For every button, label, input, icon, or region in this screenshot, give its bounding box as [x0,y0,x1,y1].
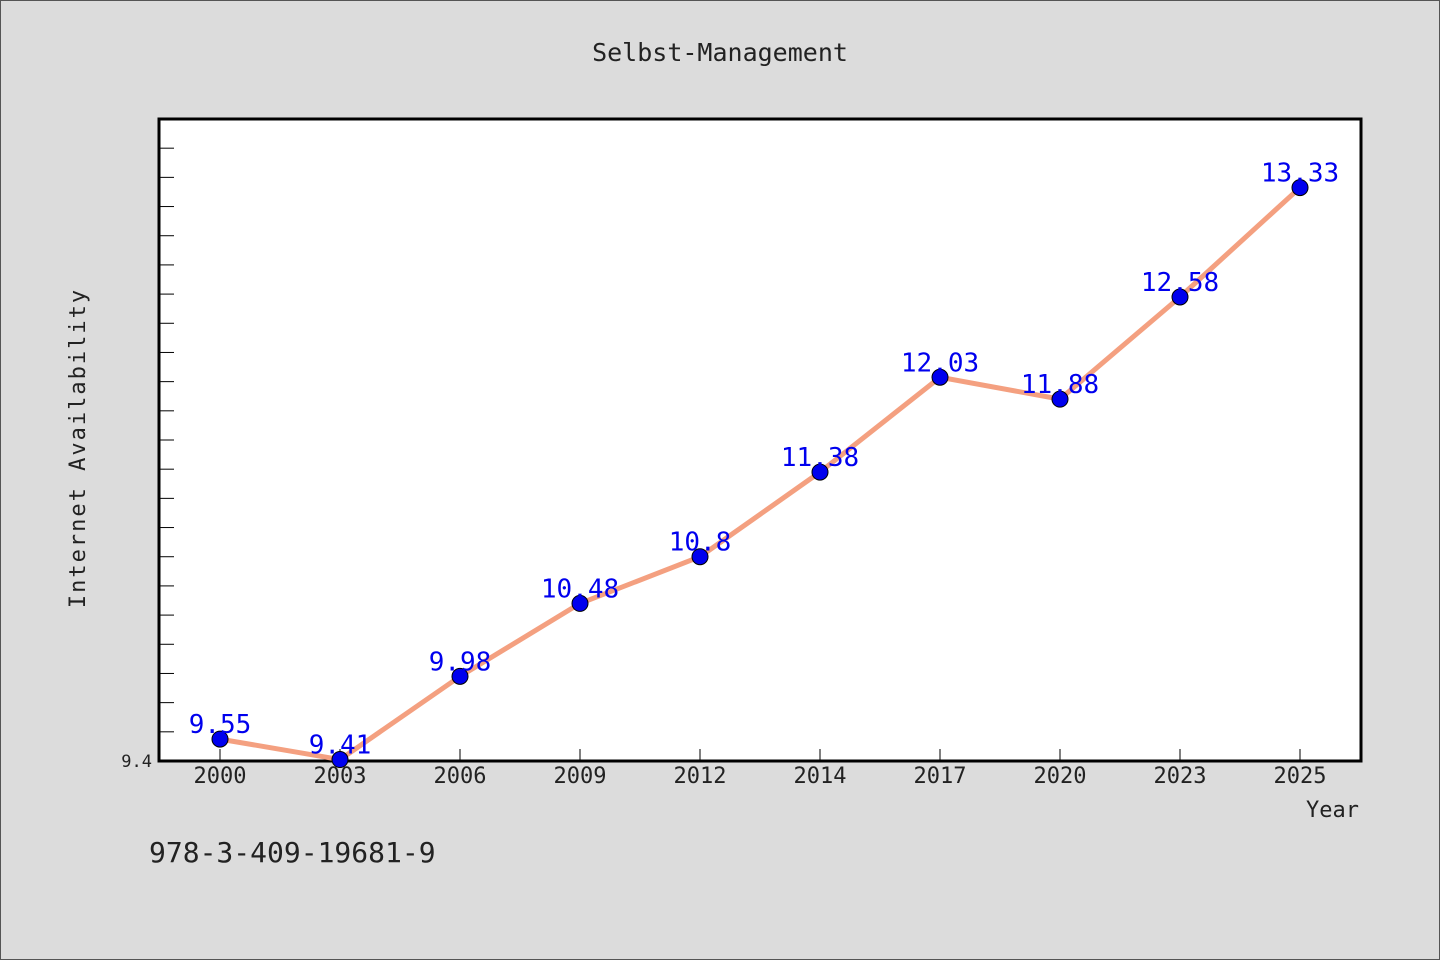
x-tick-label: 2017 [914,764,967,789]
x-axis-label: Year [1306,798,1359,823]
x-tick-label: 2012 [674,764,727,789]
data-markers [211,179,1309,769]
chart-title: Selbst-Management [592,38,848,67]
y-axis-ticks [159,118,174,762]
data-label: 11.38 [781,443,859,473]
data-label: 13.33 [1261,159,1339,189]
series-line [217,185,1303,763]
y-axis-label: Internet Availability [66,288,91,608]
data-point [931,368,949,386]
x-axis-tick-labels: 2000 2003 2006 2009 2012 2014 2017 2020 2023 2025 [194,764,1327,789]
data-label: 12.03 [901,348,979,378]
data-label: 10.8 [669,528,732,558]
data-labels: 9.55 9.41 9.98 10.48 10.8 11.38 12.03 11.88 12.5… [189,159,1339,761]
data-point [211,730,229,748]
data-label: 11.88 [1021,370,1099,400]
data-label: 9.98 [429,647,492,677]
x-tick-label: 2000 [194,764,247,789]
x-tick-label: 2009 [554,764,607,789]
data-label: 9.41 [309,731,372,761]
data-point [451,667,469,685]
data-point [571,594,589,612]
x-tick-label: 2020 [1034,764,1087,789]
data-point [811,463,829,481]
y-axis-tick-labels: 9.4 [121,752,152,772]
data-point [1291,179,1309,197]
x-tick-label: 2025 [1274,764,1327,789]
x-axis-ticks [219,749,1301,761]
data-label: 9.55 [189,710,252,740]
data-point [691,548,709,566]
data-label: 10.48 [541,574,619,604]
isbn-text: 978-3-409-19681-9 [149,836,436,869]
x-tick-label: 2023 [1154,764,1207,789]
data-label: 12.58 [1141,268,1219,298]
plot-area [157,117,1363,763]
x-tick-label: 2014 [794,764,847,789]
x-tick-label: 2006 [434,764,487,789]
data-point [1051,390,1069,408]
data-point [331,751,349,769]
y-tick-label: 9.4 [121,752,152,772]
data-point [1171,288,1189,306]
x-tick-label: 2003 [314,764,367,789]
